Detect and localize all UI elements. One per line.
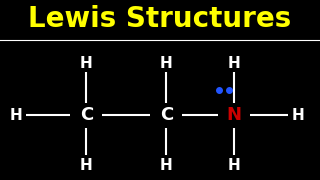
Text: H: H [227,55,240,71]
Text: C: C [80,106,93,124]
Text: H: H [160,158,173,173]
Text: H: H [291,108,304,123]
Text: C: C [160,106,173,124]
Text: H: H [160,55,173,71]
Text: H: H [227,158,240,173]
Text: H: H [80,55,93,71]
Text: Lewis Structures: Lewis Structures [28,5,292,33]
Text: H: H [80,158,93,173]
Text: H: H [10,108,22,123]
Text: N: N [226,106,241,124]
